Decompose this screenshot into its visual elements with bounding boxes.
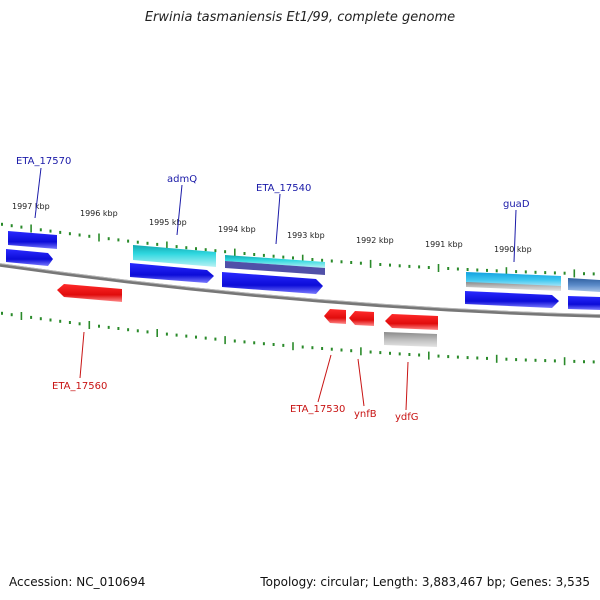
gene-label[interactable]: ETA_17560 <box>52 381 107 392</box>
gene-label[interactable]: admQ <box>167 174 197 185</box>
scale-label: 1995 kbp <box>149 218 187 227</box>
gene-arrow-forward[interactable] <box>222 272 323 294</box>
gene-arrow-forward[interactable] <box>465 291 559 308</box>
gene-arrow-reverse[interactable] <box>385 314 438 330</box>
gene-arrow-forward[interactable] <box>568 278 600 292</box>
scale-label: 1990 kbp <box>494 245 532 254</box>
forward-genes <box>6 231 600 310</box>
gene-arrow-forward[interactable] <box>568 296 600 310</box>
gene-arrow-reverse[interactable] <box>57 284 122 302</box>
scale-label: 1993 kbp <box>287 231 325 240</box>
scale-ticks-top <box>1 222 595 278</box>
gene-arrow-reverse[interactable] <box>349 311 374 326</box>
scale-label: 1991 kbp <box>425 240 463 249</box>
gene-labels: ETA_17570 admQ ETA_17540 guaD ETA_17560 … <box>16 156 530 423</box>
gene-arrow-forward[interactable] <box>225 255 325 268</box>
gene-arrow-reverse[interactable] <box>384 332 437 347</box>
label-leaders <box>34 167 517 411</box>
chromosome-backbone <box>0 263 600 318</box>
gene-arrow-forward[interactable] <box>466 282 561 291</box>
scale-labels: 1997 kbp 1996 kbp 1995 kbp 1994 kbp 1993… <box>12 202 532 254</box>
gene-label[interactable]: ETA_17570 <box>16 156 71 167</box>
gene-arrow-forward[interactable] <box>6 249 53 266</box>
gene-label[interactable]: ydfG <box>395 412 419 423</box>
reverse-genes <box>57 284 438 347</box>
gene-arrow-forward[interactable] <box>8 231 57 249</box>
scale-label: 1994 kbp <box>218 225 256 234</box>
gene-label[interactable]: guaD <box>503 199 530 210</box>
gene-arrow-forward[interactable] <box>130 263 214 283</box>
scale-label: 1997 kbp <box>12 202 50 211</box>
accession-label: Accession: NC_010694 <box>9 575 146 589</box>
genome-summary: Topology: circular; Length: 3,883,467 bp… <box>260 575 590 589</box>
gene-arrow-forward[interactable] <box>133 245 216 267</box>
genome-title: Erwinia tasmaniensis Et1/99, complete ge… <box>144 10 456 25</box>
gene-label[interactable]: ETA_17540 <box>256 183 311 194</box>
gene-label[interactable]: ETA_17530 <box>290 404 345 415</box>
scale-ticks-bottom <box>1 311 595 366</box>
gene-arrow-forward[interactable] <box>225 261 325 275</box>
scale-label: 1996 kbp <box>80 209 118 218</box>
scale-label: 1992 kbp <box>356 236 394 245</box>
gene-arrow-reverse[interactable] <box>324 309 346 324</box>
gene-label[interactable]: ynfB <box>354 409 377 420</box>
